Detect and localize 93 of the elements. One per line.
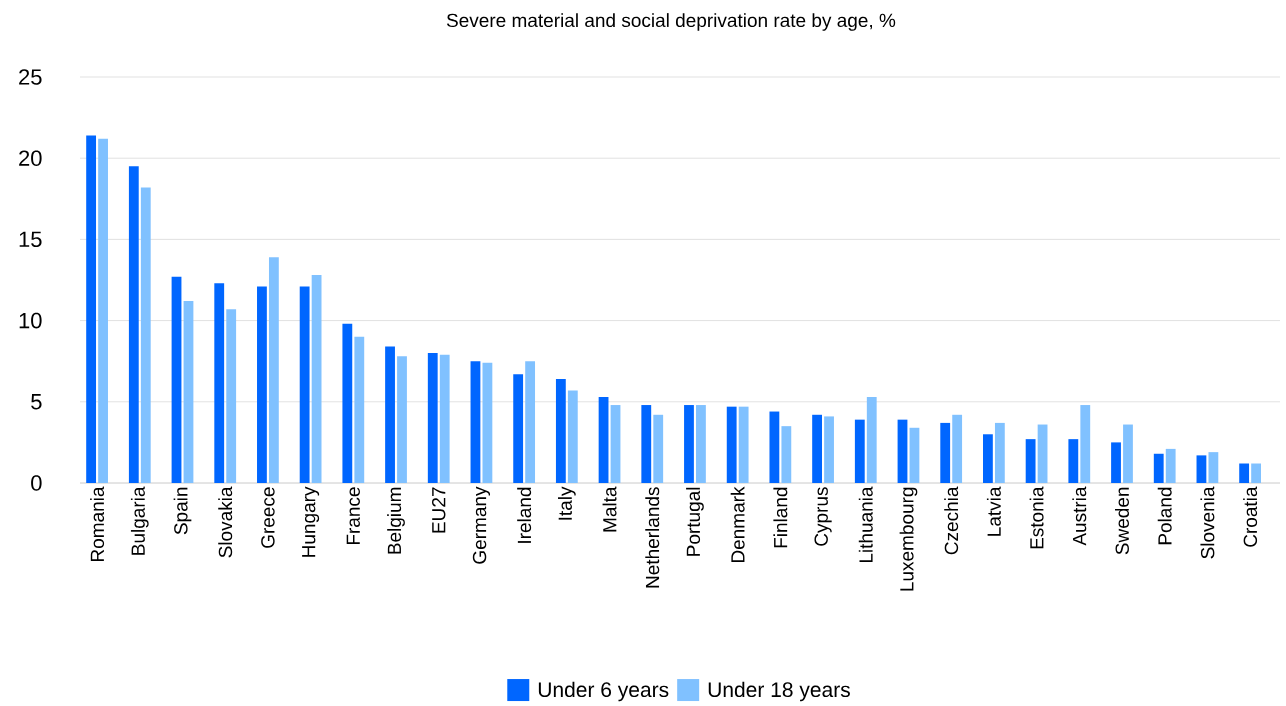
x-tick-label: Portugal — [686, 487, 704, 556]
legend-label: Under 18 years — [708, 681, 850, 702]
bar — [482, 362, 493, 483]
bar — [1068, 439, 1079, 483]
x-tick-label: Denmark — [730, 486, 745, 563]
bar — [427, 353, 438, 483]
bar — [140, 187, 151, 483]
bar — [1123, 424, 1133, 483]
legend-label: Under 6 years — [538, 681, 669, 702]
x-tick-label: EU27 — [432, 487, 446, 533]
x-tick-label: Cyprus — [814, 487, 832, 546]
bar — [738, 406, 749, 483]
x-tick-label: Slovenia — [1200, 486, 1215, 559]
bar — [983, 434, 993, 483]
bar — [183, 301, 194, 483]
bar — [812, 414, 822, 483]
x-tick-label: Estonia — [1029, 486, 1044, 549]
x-tick-label: Belgium — [387, 487, 405, 554]
bar — [696, 405, 706, 483]
x-tick-label: Hungary — [302, 486, 320, 557]
bar — [86, 135, 97, 483]
bar — [1239, 463, 1250, 483]
x-tick-label: Germany — [472, 486, 491, 564]
bar — [866, 396, 877, 483]
x-tick-label: Italy — [557, 486, 576, 520]
x-tick-label: Czechia — [944, 486, 959, 555]
x-tick-label: Spain — [173, 487, 192, 535]
bar — [769, 411, 780, 483]
x-tick-label: Romania — [90, 486, 105, 562]
x-tick-label: Poland — [1157, 487, 1172, 545]
bar — [1208, 452, 1219, 483]
bar — [555, 379, 566, 483]
bar — [684, 405, 694, 483]
bar — [268, 257, 279, 483]
bar — [299, 286, 310, 483]
x-tick-label: Bulgaria — [130, 486, 149, 555]
bar — [342, 323, 353, 483]
bar — [128, 166, 139, 483]
bar — [1025, 439, 1036, 483]
bar — [470, 361, 481, 483]
bar — [226, 309, 237, 483]
bar — [311, 275, 322, 483]
bar — [567, 390, 578, 483]
bar — [171, 276, 182, 483]
bar — [1251, 463, 1261, 483]
x-tick-label: Lithuania — [858, 486, 873, 563]
x-tick-label: Netherlands — [645, 487, 660, 588]
x-tick-label: Malta — [602, 486, 617, 532]
bar — [257, 286, 267, 483]
chart-title: Severe material and social deprivation rate by age, % — [446, 13, 896, 31]
x-tick-label: Sweden — [1115, 487, 1129, 555]
y-tick-label: 0 — [31, 475, 42, 491]
bar — [897, 419, 908, 483]
bar — [98, 138, 108, 483]
y-tick-label: 5 — [31, 394, 42, 410]
x-tick-label: France — [346, 487, 360, 545]
y-tick-label: 10 — [19, 312, 42, 329]
bar — [513, 374, 524, 483]
y-tick-label: 25 — [19, 69, 42, 85]
y-tick-label: 15 — [19, 231, 42, 248]
bar — [1165, 448, 1176, 483]
bar — [854, 419, 865, 483]
bar — [354, 336, 365, 483]
bar — [397, 356, 407, 483]
bar — [1153, 453, 1164, 483]
bar — [439, 354, 450, 483]
bar — [726, 406, 737, 483]
bar — [525, 361, 536, 483]
bar — [1037, 424, 1048, 483]
bar — [385, 346, 395, 483]
x-tick-label: Slovakia — [218, 486, 233, 558]
x-tick-label: Ireland — [517, 487, 532, 543]
bar — [824, 416, 834, 483]
bar — [641, 405, 652, 483]
bar — [1111, 442, 1121, 483]
bar — [781, 426, 792, 483]
bar — [653, 414, 664, 483]
bar — [952, 414, 963, 483]
x-tick-label: Greece — [261, 487, 275, 548]
x-tick-label: Latvia — [986, 486, 1001, 536]
x-tick-label: Luxembourg — [899, 487, 918, 591]
x-tick-label: Austria — [1072, 486, 1087, 546]
y-tick-label: 20 — [19, 150, 42, 166]
x-tick-label: Finland — [773, 487, 788, 548]
bar — [598, 396, 609, 483]
bar — [994, 422, 1005, 483]
bar — [940, 422, 951, 483]
bar — [909, 427, 920, 483]
bar — [610, 405, 621, 483]
bar — [214, 283, 225, 483]
x-tick-label: Croatia — [1243, 486, 1258, 547]
bar — [1196, 455, 1207, 483]
bar — [1080, 405, 1091, 483]
